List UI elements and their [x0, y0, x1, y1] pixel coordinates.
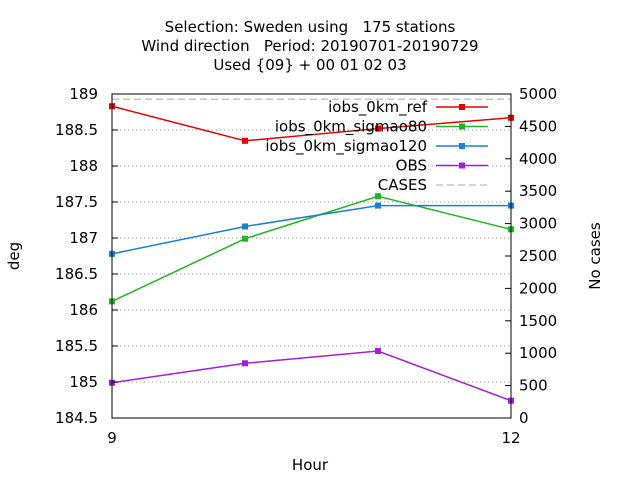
legend-label: iobs_0km_sigmao120: [265, 137, 427, 156]
data-point: [242, 360, 248, 367]
y-tick-label: 186.5: [55, 265, 98, 283]
y2-axis-label: No cases: [586, 222, 604, 290]
data-point: [242, 235, 248, 242]
series-layer: [109, 98, 514, 404]
x-tick-label: 12: [501, 429, 520, 447]
data-point: [375, 202, 381, 209]
y2-tick-label: 0: [519, 409, 529, 427]
y2-tick-label: 1000: [519, 344, 557, 362]
chart-title: Selection: Sweden using 175 stationsWind…: [141, 18, 478, 74]
legend-label: CASES: [378, 176, 427, 194]
data-point: [242, 223, 248, 230]
legend-marker: [459, 123, 465, 130]
y-tick-label: 188: [69, 157, 98, 175]
legend-marker: [459, 162, 465, 169]
legend: iobs_0km_refiobs_0km_sigmao80iobs_0km_si…: [265, 98, 488, 194]
y-tick-label: 184.5: [55, 409, 98, 427]
title-line: Wind direction Period: 20190701-20190729: [141, 37, 478, 55]
legend-label: iobs_0km_sigmao80: [275, 118, 427, 137]
y-axis-label: deg: [5, 242, 23, 270]
y2-tick-label: 2500: [519, 247, 557, 265]
y2-tick-label: 1500: [519, 312, 557, 330]
axis-ticks: 184.5 185 185.5 186 186.5 187 187.5 188 188.5 189…: [55, 85, 557, 447]
y2-tick-label: 5000: [519, 85, 557, 103]
y2-tick-label: 2000: [519, 279, 557, 297]
legend-marker: [459, 143, 465, 149]
legend-label: iobs_0km_ref: [328, 98, 428, 117]
y-tick-label: 185: [69, 373, 98, 391]
y-tick-label: 187.5: [55, 193, 98, 211]
title-line: Selection: Sweden using 175 stations: [165, 18, 456, 36]
y-tick-label: 186: [69, 301, 98, 319]
data-point: [375, 348, 381, 355]
series-line-OBS: [111, 350, 512, 402]
y2-tick-label: 3000: [519, 215, 557, 233]
y-tick-label: 189: [69, 85, 98, 103]
legend-marker: [459, 104, 465, 110]
y-tick-label: 187: [69, 229, 98, 247]
y2-tick-label: 3500: [519, 182, 557, 200]
data-point: [375, 125, 381, 132]
series-line-iobs_0km_sigmao80: [111, 195, 512, 303]
data-point: [242, 137, 248, 144]
y2-tick-label: 500: [519, 377, 548, 395]
y2-tick-label: 4500: [519, 117, 557, 135]
data-point: [375, 193, 381, 200]
y2-tick-label: 4000: [519, 150, 557, 168]
y-tick-label: 188.5: [55, 121, 98, 139]
title-line: Used {09} + 00 01 02 03: [213, 56, 406, 74]
series-line-iobs_0km_sigmao120: [111, 204, 511, 255]
x-axis-label: Hour: [292, 456, 329, 474]
series-line-iobs_0km_ref: [111, 105, 512, 142]
x-tick-label: 9: [107, 429, 117, 447]
legend-label: OBS: [396, 157, 427, 175]
grid-lines: [112, 129, 511, 383]
y-tick-label: 185.5: [55, 337, 98, 355]
